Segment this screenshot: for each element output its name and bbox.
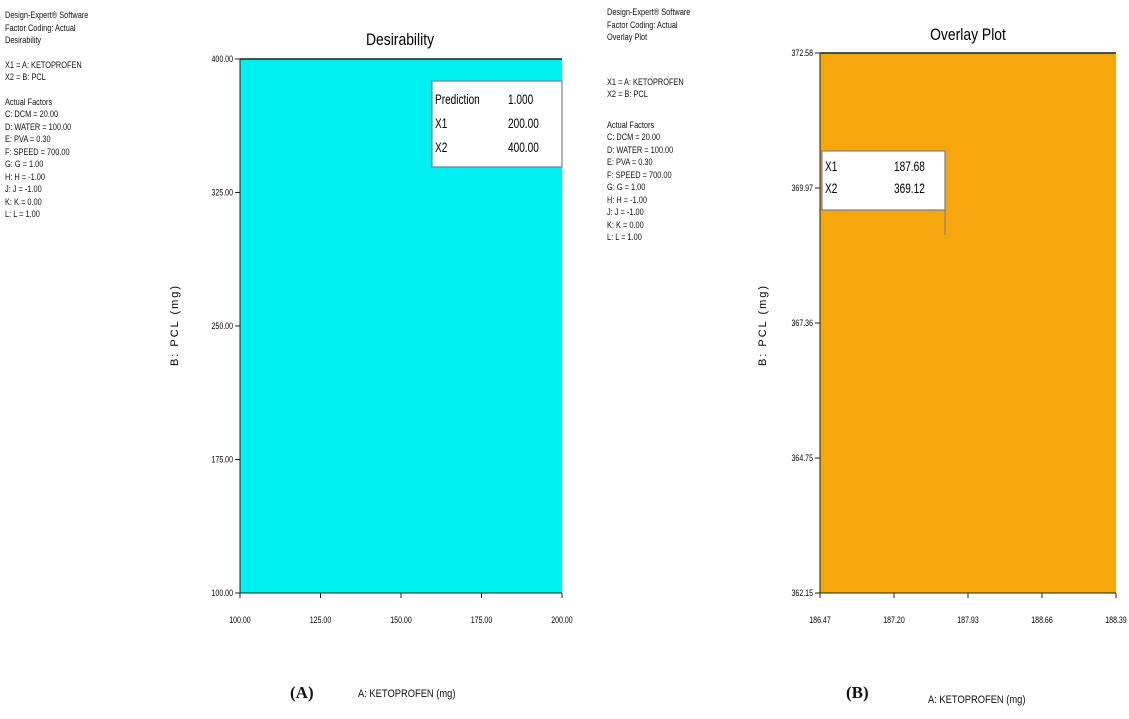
info-actual-line: G: G = 1.00 [607,182,646,192]
y-tick-label: 175.00 [212,455,234,465]
panel-tag-b: (B) [846,683,869,702]
chart-title-b: Overlay Plot [930,26,1006,45]
info-actual-line: K: K = 0.00 [607,219,644,230]
info-axis-line: X2 = B: PCL [607,89,648,99]
info-actual-line: C: DCM = 20.00 [5,109,59,119]
plot-area-b: 186.47 187.20 187.93 188.66 188.39 362.15 364.… [792,48,1128,625]
info-actual-line: J: J = -1.00 [5,184,42,194]
info-actual-line: H: H = -1.00 [5,171,46,182]
flag-label: X1 [435,115,448,131]
x-axis-label-a: A: KETOPROFEN (mg) [358,688,456,700]
info-actual-line: C: DCM = 20.00 [607,132,661,142]
info-axis-line: X1 = A: KETOPROFEN [607,76,684,87]
info-header-line: Factor Coding: Actual [607,19,678,30]
y-tick-label: 362.15 [792,588,814,598]
flag-label: X2 [825,180,838,196]
y-axis-label-b: B: PCL (mg) [757,284,769,366]
flag-box [821,150,946,211]
y-tick-label: 100.00 [212,588,234,598]
side-info-a: Design-Expert® Software Factor Coding: A… [5,9,88,221]
x-tick-label: 187.93 [957,615,979,625]
x-tick-label: 188.66 [1031,615,1053,625]
x-tick-label: 175.00 [471,615,493,625]
prediction-flag: Prediction 1.000 X1 200.00 X2 400.00 [431,80,563,168]
flag-value: 400.00 [508,139,539,155]
panel-tag-a: (A) [290,683,314,702]
side-info-b: Design-Expert® Software Factor Coding: A… [607,6,690,244]
info-actual-line: L: L = 1.00 [607,232,642,242]
info-header-line: Overlay Plot [607,32,648,42]
info-actual-line: J: J = -1.00 [607,207,644,217]
y-axis-label-a: B: PCL (mg) [169,284,181,366]
x-tick-label: 200.00 [551,615,573,625]
plot-area-a: 100.00 125.00 150.00 175.00 200.00 100.00 175.… [212,54,574,625]
chart-title-a: Desirability [366,31,434,50]
info-actual-line: L: L = 1.00 [5,209,40,219]
x-tick-label: 187.20 [883,615,905,625]
info-axis-line: X1 = A: KETOPROFEN [5,59,82,70]
x-tick-label: 125.00 [310,615,332,625]
info-header-line: Design-Expert® Software [607,7,691,17]
y-tick-label: 400.00 [212,54,234,64]
info-header-line: Desirability [5,35,42,45]
info-actual-title: Actual Factors [607,119,655,130]
y-tick-label: 372.58 [792,48,814,58]
prediction-flag: X1 187.68 X2 369.12 [821,150,946,235]
info-actual-line: F: SPEED = 700.00 [5,146,70,157]
flag-label: X2 [435,139,448,155]
info-actual-line: E: PVA = 0.30 [607,157,653,167]
x-tick-label: 100.00 [229,615,251,625]
info-actual-line: F: SPEED = 700.00 [607,169,672,180]
x-tick-label: 186.47 [809,615,831,625]
x-tick-label: 188.39 [1105,615,1127,625]
info-header-line: Factor Coding: Actual [5,22,76,33]
flag-label: X1 [825,158,838,174]
info-actual-line: H: H = -1.00 [607,194,648,205]
y-tick-label: 364.75 [792,453,814,463]
x-axis-label-b: A: KETOPROFEN (mg) [928,694,1026,706]
info-actual-line: D: WATER = 100.00 [5,121,72,132]
info-actual-line: D: WATER = 100.00 [607,144,674,155]
y-tick-label: 325.00 [212,188,234,198]
info-actual-line: K: K = 0.00 [5,196,42,207]
info-actual-title: Actual Factors [5,96,53,107]
flag-box [431,80,563,168]
info-header-line: Design-Expert® Software [5,10,89,20]
desirability-region [820,53,1116,593]
flag-value: 1.000 [508,91,533,107]
info-axis-line: X2 = B: PCL [5,72,46,82]
y-tick-label: 250.00 [212,321,234,331]
flag-value: 369.12 [894,180,925,196]
y-tick-label: 369.97 [792,183,814,193]
y-tick-label: 367.36 [792,318,814,328]
flag-value: 187.68 [894,158,925,174]
info-actual-line: G: G = 1.00 [5,159,44,169]
flag-label: Prediction [435,91,480,107]
info-actual-line: E: PVA = 0.30 [5,134,51,144]
x-tick-label: 150.00 [390,615,412,625]
flag-value: 200.00 [508,115,539,131]
